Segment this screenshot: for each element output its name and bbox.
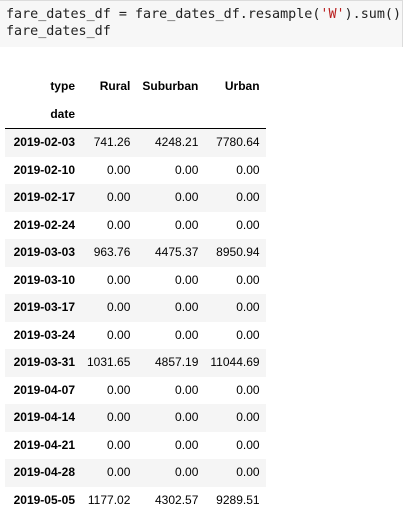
column-header-row: type Rural Suburban Urban bbox=[5, 73, 266, 101]
cell-suburban: 4857.19 bbox=[136, 349, 204, 377]
cell-rural: 0.00 bbox=[81, 404, 136, 432]
cell-rural: 0.00 bbox=[81, 157, 136, 185]
cell-suburban: 0.00 bbox=[136, 404, 204, 432]
cell-urban: 0.00 bbox=[204, 294, 265, 322]
index-name-label: date bbox=[5, 101, 81, 129]
cell-suburban: 0.00 bbox=[136, 322, 204, 350]
cell-suburban: 0.00 bbox=[136, 432, 204, 460]
cell-suburban: 0.00 bbox=[136, 157, 204, 185]
code-text: ).sum() bbox=[345, 7, 401, 22]
cell-suburban: 0.00 bbox=[136, 294, 204, 322]
row-index-date: 2019-04-21 bbox=[5, 432, 81, 460]
row-index-date: 2019-03-03 bbox=[5, 239, 81, 267]
row-index-date: 2019-04-14 bbox=[5, 404, 81, 432]
dataframe-output-table: type Rural Suburban Urban date 2019-02-0… bbox=[5, 73, 266, 514]
index-name-row: date bbox=[5, 101, 266, 129]
row-index-date: 2019-03-31 bbox=[5, 349, 81, 377]
cell-suburban: 4248.21 bbox=[136, 129, 204, 157]
cell-suburban: 0.00 bbox=[136, 267, 204, 295]
cell-urban: 0.00 bbox=[204, 157, 265, 185]
cell-urban: 0.00 bbox=[204, 184, 265, 212]
cell-urban: 0.00 bbox=[204, 404, 265, 432]
empty-header-cell bbox=[204, 101, 265, 129]
cell-rural: 0.00 bbox=[81, 294, 136, 322]
row-index-date: 2019-04-28 bbox=[5, 459, 81, 487]
cell-urban: 0.00 bbox=[204, 267, 265, 295]
code-line-2: fare_dates_df bbox=[6, 23, 111, 40]
cell-urban: 0.00 bbox=[204, 322, 265, 350]
code-text: fare_dates_df = fare_dates_df.resample( bbox=[6, 7, 320, 22]
code-cell[interactable]: fare_dates_df = fare_dates_df.resample('… bbox=[0, 0, 403, 47]
cell-suburban: 0.00 bbox=[136, 377, 204, 405]
row-index-date: 2019-03-10 bbox=[5, 267, 81, 295]
cell-rural: 741.26 bbox=[81, 129, 136, 157]
row-index-date: 2019-02-24 bbox=[5, 212, 81, 240]
cell-urban: 11044.69 bbox=[204, 349, 265, 377]
row-index-date: 2019-03-17 bbox=[5, 294, 81, 322]
column-header-suburban: Suburban bbox=[136, 73, 204, 101]
empty-header-cell bbox=[136, 101, 204, 129]
cell-rural: 0.00 bbox=[81, 377, 136, 405]
cell-urban: 0.00 bbox=[204, 459, 265, 487]
cell-suburban: 0.00 bbox=[136, 459, 204, 487]
cell-rural: 0.00 bbox=[81, 212, 136, 240]
cell-rural: 963.76 bbox=[81, 239, 136, 267]
row-index-date: 2019-03-24 bbox=[5, 322, 81, 350]
cell-suburban: 0.00 bbox=[136, 184, 204, 212]
string-literal: 'W' bbox=[320, 7, 344, 22]
cell-urban: 7780.64 bbox=[204, 129, 265, 157]
cell-urban: 8950.94 bbox=[204, 239, 265, 267]
columns-name-label: type bbox=[5, 73, 81, 101]
cell-rural: 0.00 bbox=[81, 322, 136, 350]
empty-header-cell bbox=[81, 101, 136, 129]
row-index-date: 2019-02-17 bbox=[5, 184, 81, 212]
column-header-rural: Rural bbox=[81, 73, 136, 101]
row-index-date: 2019-02-03 bbox=[5, 129, 81, 157]
row-index-date: 2019-02-10 bbox=[5, 157, 81, 185]
cell-rural: 0.00 bbox=[81, 432, 136, 460]
row-index-date: 2019-04-07 bbox=[5, 377, 81, 405]
code-line-1: fare_dates_df = fare_dates_df.resample('… bbox=[6, 6, 401, 23]
column-header-urban: Urban bbox=[204, 73, 265, 101]
cell-rural: 1031.65 bbox=[81, 349, 136, 377]
cell-urban: 0.00 bbox=[204, 377, 265, 405]
cell-rural: 0.00 bbox=[81, 459, 136, 487]
cell-urban: 0.00 bbox=[204, 212, 265, 240]
cell-urban: 0.00 bbox=[204, 432, 265, 460]
cell-suburban: 4475.37 bbox=[136, 239, 204, 267]
cell-rural: 0.00 bbox=[81, 184, 136, 212]
cell-suburban: 0.00 bbox=[136, 212, 204, 240]
cell-rural: 0.00 bbox=[81, 267, 136, 295]
